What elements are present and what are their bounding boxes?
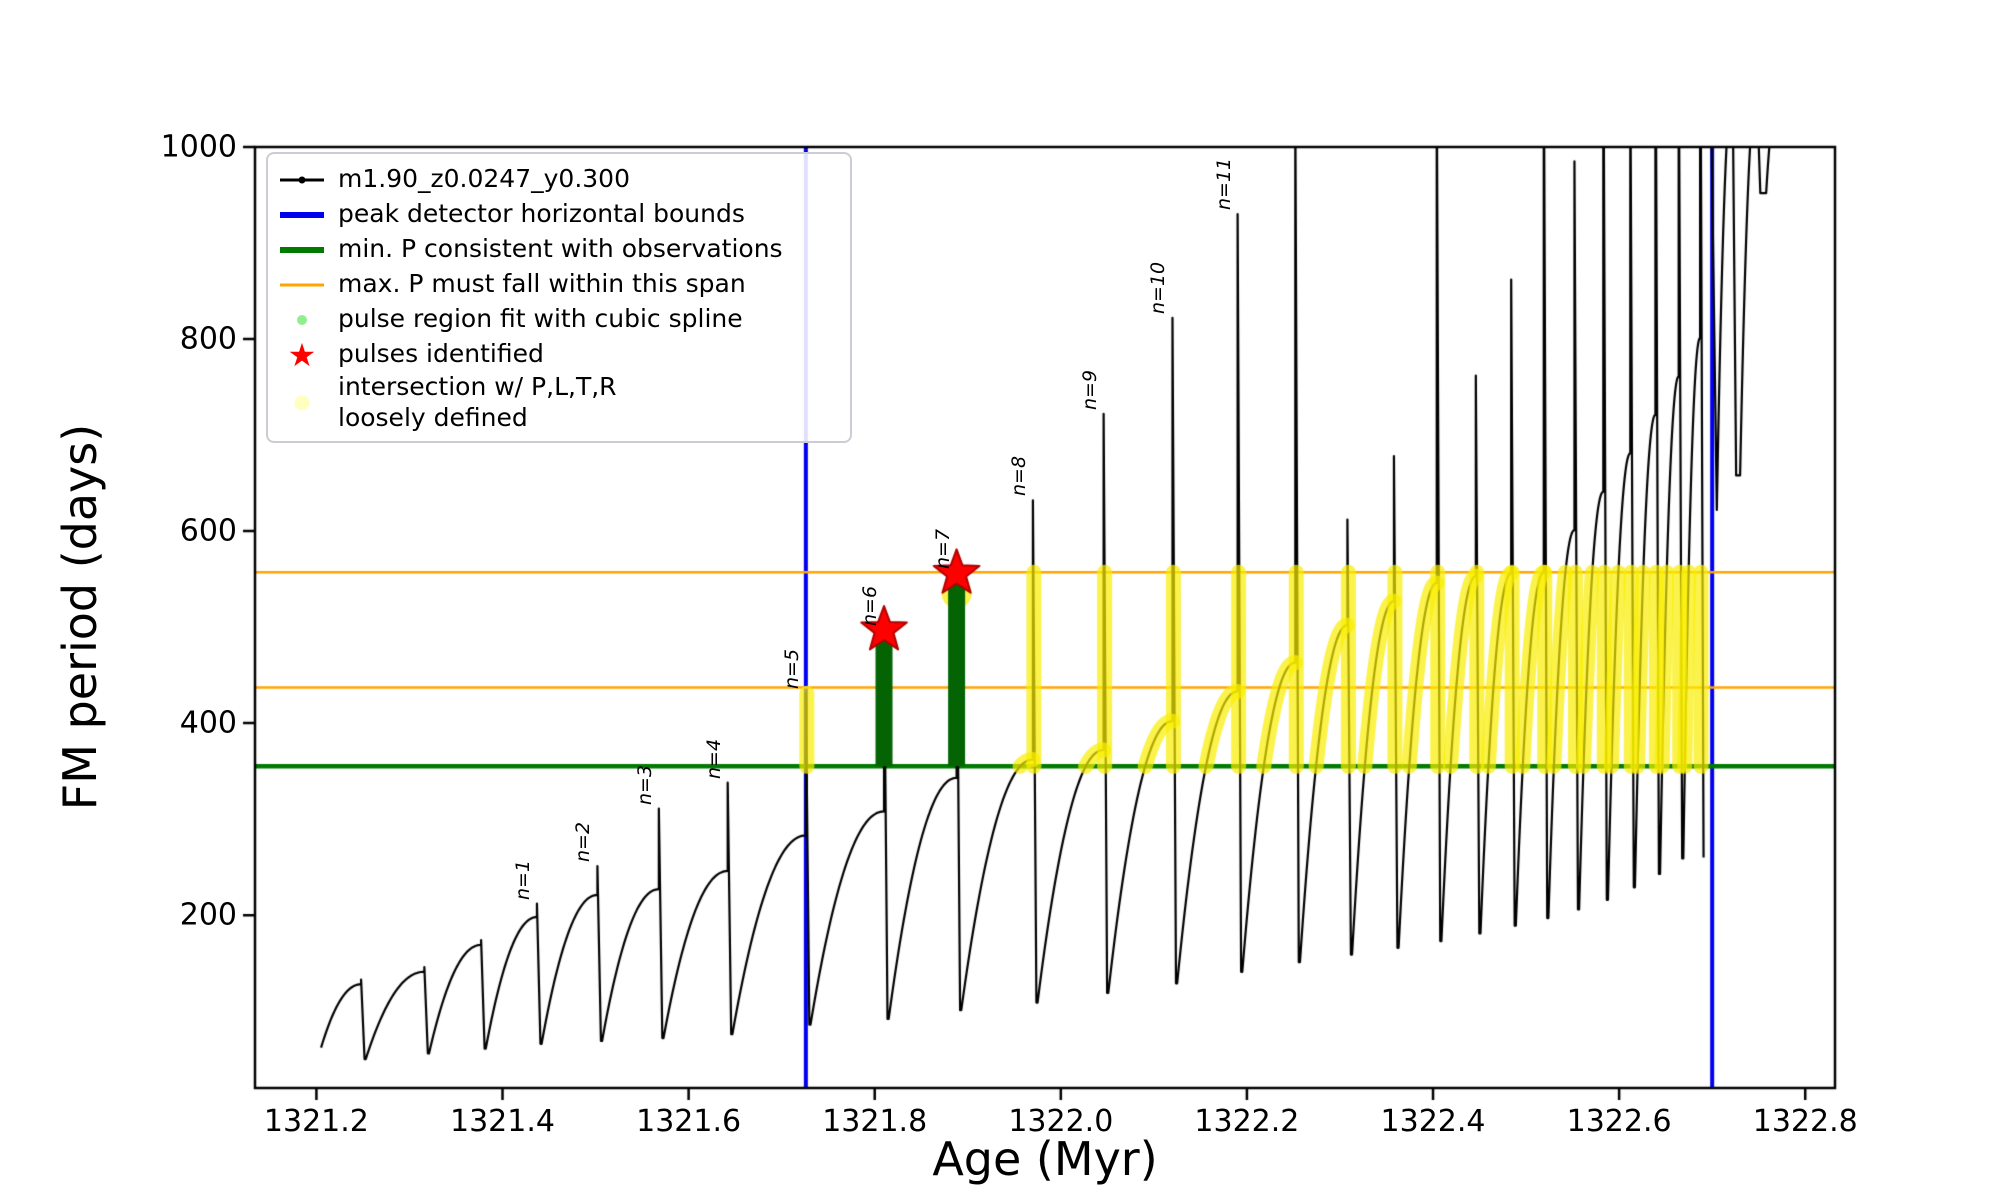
legend-item-label: min. P consistent with observations [338,234,783,264]
legend-item-label: peak detector horizontal bounds [338,199,745,229]
line-swatch-icon [280,211,324,218]
legend-item-max-p: max. P must fall within this span [278,267,840,302]
legend-item-label: max. P must fall within this span [338,269,746,299]
dot-icon [294,395,310,410]
marker-dot-icon [298,176,306,183]
max-p-line-swatch [278,270,326,300]
legend-item-spline: pulse region fit with cubic spline [278,302,840,337]
min-p-line-swatch [278,235,326,265]
line-swatch-icon [280,246,324,253]
spline-dot-swatch [278,305,326,335]
legend-item-label: pulse region fit with cubic spline [338,304,743,334]
legend-item-intersection: intersection w/ P,L,T,R loosely defined [278,372,840,433]
x-axis-label: Age (Myr) [932,1132,1158,1186]
bounds-line-swatch [278,200,326,230]
legend-item-label: m1.90_z0.0247_y0.300 [338,164,630,194]
star-icon: ★ [287,335,317,374]
legend-item-track: m1.90_z0.0247_y0.300 [278,162,840,197]
legend: m1.90_z0.0247_y0.300 peak detector horiz… [266,152,852,443]
dot-icon [297,314,307,325]
legend-item-label: pulses identified [338,339,544,369]
intersection-dot-swatch [278,388,326,418]
legend-item-pulses: ★ pulses identified [278,337,840,372]
y-axis-label: FM period (days) [53,423,107,811]
legend-item-min-p: min. P consistent with observations [278,232,840,267]
legend-item-label: intersection w/ P,L,T,R loosely defined [338,372,617,432]
line-swatch-icon [280,283,324,286]
legend-item-bounds: peak detector horizontal bounds [278,197,840,232]
track-line-swatch [278,165,326,195]
